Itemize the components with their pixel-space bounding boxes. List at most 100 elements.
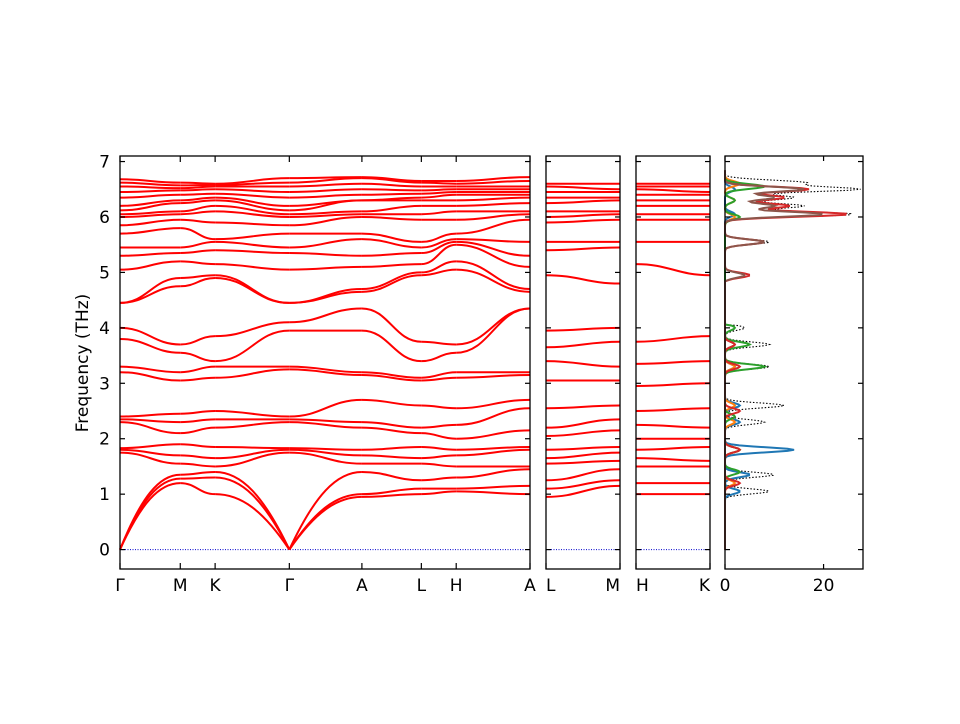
panel-lm-band-0-19 (545, 199, 621, 205)
panel-main-kpoint-label: M (173, 576, 188, 596)
y-tick-label: 4 (99, 319, 110, 339)
panel-main-band-3-25 (289, 188, 362, 194)
panel-main-band-4-7 (361, 421, 422, 429)
panel-main-band-5-3 (421, 462, 457, 468)
panel-main-kpoint-label: K (210, 576, 222, 596)
dos-series-1 (723, 170, 795, 550)
panel-main-band-5-9 (421, 376, 457, 382)
panel-main-band-0-14 (119, 276, 181, 304)
panel-main-band-2-16 (215, 249, 290, 255)
panel-main-band-1-12 (180, 335, 216, 346)
panel-main (119, 176, 531, 551)
panel-main-band-5-7 (421, 423, 457, 429)
panel-main-band-2-6 (215, 421, 290, 429)
panel-main-band-1-10 (180, 365, 216, 374)
panel-main-band-0-19 (119, 218, 181, 227)
panel-main-band-5-25 (421, 188, 457, 192)
panel-main-kpoint-label: Γ (285, 576, 295, 596)
data-layer (119, 170, 861, 551)
panel-hk-band-0-8 (635, 382, 711, 388)
panel-lm-band-0-12 (545, 326, 621, 332)
panel-main-band-3-17 (289, 238, 362, 249)
panel-main-band-1-21 (180, 204, 216, 213)
panel-main-band-1-5 (180, 443, 216, 449)
panel-main-band-2-28 (215, 177, 290, 185)
panel-lm-band-0-3 (545, 459, 621, 465)
panel-main-band-3-2 (288, 470, 362, 551)
panel-main-band-6-17 (456, 238, 531, 243)
panel-main-band-2-9 (215, 368, 290, 379)
panel-main-band-5-8 (421, 404, 457, 410)
panel-main-band-0-25 (119, 189, 181, 194)
panel-lm-band-0-22 (545, 185, 621, 191)
panel-main-frame (119, 155, 531, 570)
panel-main-band-0-4 (119, 448, 181, 457)
y-tick-label: 6 (99, 208, 110, 228)
panel-main-band-2-8 (215, 410, 290, 418)
panel-lm-band-0-7 (545, 418, 621, 429)
panel-main-band-2-1 (215, 476, 291, 551)
panel-main-band-6-18 (456, 218, 531, 235)
panel-main-band-0-20 (119, 213, 181, 218)
panel-main-band-6-27 (456, 179, 531, 185)
panel-main-band-4-4 (361, 454, 422, 460)
panel-lm-band-0-2 (545, 468, 621, 482)
panel-main-band-3-4 (289, 448, 362, 457)
panel-main-band-1-15 (180, 260, 216, 266)
panel-main-band-4-11 (361, 329, 422, 363)
panel-hk-band-0-18 (635, 188, 711, 194)
panel-lm-band-0-8 (545, 404, 621, 410)
panel-main-band-3-10 (289, 365, 362, 374)
panel-main-band-2-23 (215, 196, 290, 207)
panel-hk-band-0-3 (635, 457, 711, 462)
panel-main-band-6-8 (456, 398, 531, 410)
panel-main-band-4-2 (361, 470, 422, 482)
panel-main-band-3-8 (289, 398, 362, 418)
panel-main-band-1-9 (180, 376, 216, 382)
panel-main-band-3-21 (289, 210, 362, 216)
panel-main-band-6-28 (456, 176, 531, 182)
panel-main-band-0-27 (119, 181, 181, 187)
panel-lm-band-0-0 (545, 484, 621, 498)
panel-main-band-6-11 (456, 307, 531, 354)
panel-main-band-5-18 (421, 232, 457, 243)
panel-main-band-0-8 (119, 412, 181, 418)
y-tick-label: 2 (99, 430, 110, 450)
panel-main-kpoint-label: L (417, 576, 427, 596)
panel-main-band-4-28 (361, 176, 422, 182)
panel-main-band-5-13 (421, 268, 457, 277)
panel-main-band-3-0 (288, 495, 362, 551)
panel-main-band-4-14 (361, 271, 422, 291)
panel-hk-band-0-6 (635, 423, 711, 429)
panel-main-band-5-10 (421, 371, 457, 379)
panel-main-band-1-22 (180, 199, 216, 205)
panel-main-band-0-6 (119, 421, 181, 435)
panel-main-band-6-19 (456, 213, 531, 221)
panel-main-band-4-1 (361, 487, 422, 496)
y-tick-label: 5 (99, 263, 110, 283)
dos-series-0 (724, 170, 861, 550)
panel-main-band-3-7 (289, 418, 362, 424)
panel-main-band-4-6 (361, 426, 422, 435)
panel-main-band-4-12 (361, 307, 422, 343)
y-axis-label: Frequency (THz) (73, 294, 93, 433)
panel-main-band-6-2 (456, 468, 531, 479)
panel-main-band-0-10 (119, 365, 181, 374)
panel-main-band-2-14 (215, 274, 290, 304)
panel-main-band-0-13 (119, 285, 181, 304)
panel-main-band-1-16 (180, 249, 216, 255)
panel-main-band-4-19 (361, 215, 422, 221)
panel-main-band-6-6 (456, 429, 531, 440)
panel-main-band-5-15 (421, 243, 457, 266)
panel-main-band-3-28 (289, 176, 362, 180)
panel-lm-band-0-1 (545, 479, 621, 490)
panel-main-band-1-13 (180, 276, 216, 288)
panel-main-band-3-19 (289, 215, 362, 227)
panel-main-band-3-15 (289, 265, 362, 271)
panel-main-band-0-18 (119, 227, 181, 235)
panel-lm-band-0-11 (545, 340, 621, 349)
panel-main-band-0-3 (119, 451, 181, 465)
panel-main-band-3-3 (289, 451, 362, 465)
panel-main-band-5-20 (421, 210, 457, 216)
panel-main-band-1-2 (180, 470, 216, 476)
